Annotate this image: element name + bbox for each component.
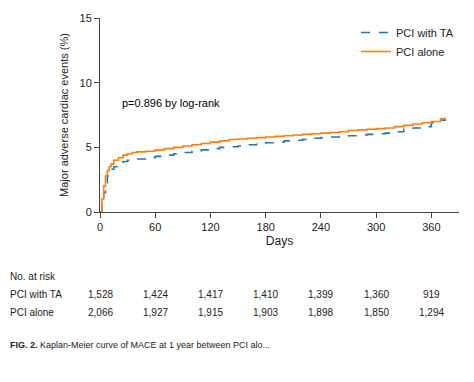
svg-text:0: 0 <box>97 221 103 233</box>
svg-text:1,903: 1,903 <box>253 307 278 318</box>
svg-text:15: 15 <box>80 12 92 24</box>
svg-text:1,898: 1,898 <box>308 307 333 318</box>
svg-text:120: 120 <box>201 221 219 233</box>
svg-text:PCI with TA: PCI with TA <box>10 289 62 300</box>
svg-text:Days: Days <box>266 234 293 248</box>
svg-text:0: 0 <box>86 206 92 218</box>
svg-text:p=0.896 by log-rank: p=0.896 by log-rank <box>122 97 220 109</box>
svg-text:No. at risk: No. at risk <box>10 271 56 282</box>
svg-text:FIG. 2. Kaplan-Meier curve of: FIG. 2. Kaplan-Meier curve of MACE at 1 … <box>10 340 270 350</box>
svg-text:360: 360 <box>422 221 440 233</box>
svg-text:1,410: 1,410 <box>253 289 278 300</box>
svg-text:1,417: 1,417 <box>198 289 223 300</box>
svg-text:2,066: 2,066 <box>88 307 113 318</box>
svg-text:1,294: 1,294 <box>419 307 444 318</box>
svg-text:1,360: 1,360 <box>364 289 389 300</box>
svg-text:PCI with TA: PCI with TA <box>396 27 454 39</box>
svg-text:PCI alone: PCI alone <box>10 307 54 318</box>
svg-text:1,915: 1,915 <box>198 307 223 318</box>
svg-text:Major adverse cardiac events (: Major adverse cardiac events (%) <box>58 33 70 197</box>
svg-text:300: 300 <box>367 221 385 233</box>
svg-text:1,399: 1,399 <box>308 289 333 300</box>
svg-text:180: 180 <box>257 221 275 233</box>
svg-text:1,850: 1,850 <box>364 307 389 318</box>
svg-text:5: 5 <box>86 141 92 153</box>
svg-text:60: 60 <box>149 221 161 233</box>
svg-text:1,528: 1,528 <box>88 289 113 300</box>
svg-text:PCI alone: PCI alone <box>396 46 444 58</box>
svg-text:1,424: 1,424 <box>143 289 168 300</box>
svg-text:10: 10 <box>80 77 92 89</box>
svg-text:240: 240 <box>312 221 330 233</box>
svg-text:1,927: 1,927 <box>143 307 168 318</box>
svg-text:919: 919 <box>423 289 440 300</box>
